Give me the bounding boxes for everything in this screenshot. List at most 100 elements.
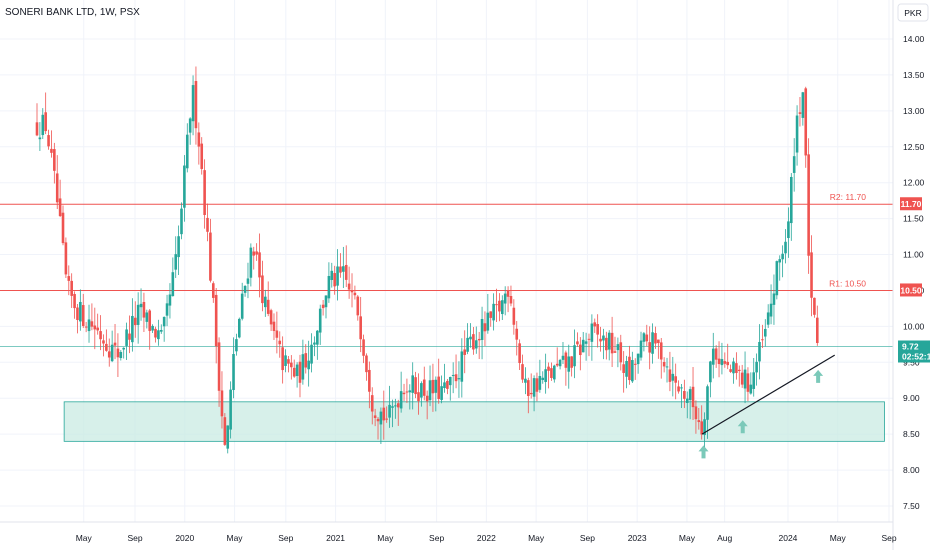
candle-body [798,112,802,114]
candle-body [38,137,42,140]
candle-body [683,390,686,399]
candle-body [599,338,602,342]
price-tick-label: 8.50 [903,429,920,439]
candle-body [47,135,50,147]
candle-body [703,419,706,436]
candle-body [269,310,273,325]
candle-body [500,300,504,315]
candle-body [220,390,224,417]
candle-body [420,383,423,398]
candle-body [558,359,562,367]
candle-body [162,316,166,327]
candle-body [385,418,388,420]
time-axis[interactable]: May Sep 2020 May Sep 2021 May Sep 2022 May Sep 2023… [76,533,897,543]
candle-body [613,351,617,353]
candle-body [191,85,195,122]
candle-body [596,324,599,335]
candle-body [84,326,88,328]
candle-body [183,165,186,208]
candle-body [73,293,76,309]
price-tick-label: 14.00 [903,34,925,44]
price-tick-label: 9.00 [903,393,920,403]
candle-body [480,319,484,340]
resistance-badge [900,283,922,297]
candle-body [324,295,328,308]
candle-body [573,345,576,367]
candle-body [133,317,137,326]
candle-body [339,266,342,273]
candle-body [287,359,290,364]
trendline[interactable] [701,354,836,435]
currency-label: PKR [904,8,921,18]
resistance-label: R1: 10.50 [829,278,866,288]
candle-body [151,325,154,331]
price-axis[interactable]: 7.508.008.509.009.5010.0010.5011.0011.50… [903,34,925,511]
time-tick-label: May [679,533,696,543]
candle-body [651,332,654,354]
candle-body [457,378,461,380]
candle-body [579,344,582,356]
candle-body [336,266,339,286]
time-tick-label: Sep [429,533,444,543]
candle-body [174,254,178,270]
candle-body [474,340,478,349]
candle-body [521,364,524,380]
candle-body [509,295,513,304]
candle-body [717,358,721,365]
candle-body [290,362,293,368]
candle-body [607,332,611,350]
candle-body [425,395,429,402]
candle-body [772,293,776,305]
candle-body [255,251,258,255]
candle-body [541,377,545,380]
candle-body [466,337,469,352]
time-tick-label: May [227,533,244,543]
candle-body [105,343,108,351]
candle-body [81,305,85,326]
candle-body [235,339,238,352]
candle-body [495,304,498,306]
candle-body [700,421,704,435]
candle-body [93,325,97,330]
candle-body [295,364,299,377]
time-tick-label: Sep [278,533,293,543]
candle-body [185,134,189,169]
candle-body [463,349,467,355]
current-price-badge: 9.72 02:52:11 [898,340,932,363]
candle-body [359,316,362,340]
up-arrow-icon [813,369,824,383]
candle-body [434,379,438,393]
candle-body [503,293,507,304]
candle-body [477,338,481,341]
candle-body [680,387,683,389]
candle-body [787,221,790,239]
candle-body [388,404,391,418]
candle-body [711,348,715,365]
candle-body [781,253,784,260]
candle-body [145,312,149,322]
resistance-labels: R2: 11.70 11.70 R1: 10.50 10.50 [829,192,922,297]
price-tick-label: 13.50 [903,70,925,80]
currency-button[interactable]: PKR [897,3,929,22]
candle-body [795,115,799,153]
bar-countdown: 02:52:11 [902,352,932,362]
candle-body [706,386,709,420]
candle-body [76,307,79,321]
time-tick-label: May [830,533,847,543]
candle-body [489,311,493,318]
candle-body [157,330,160,340]
candle-body [498,300,501,312]
candle-body [518,343,521,363]
candle-body [382,407,386,421]
candle-body [347,283,351,290]
candle-body [417,392,420,402]
candle-body [460,351,464,382]
candle-body [131,315,134,343]
candle-body [778,259,782,263]
candle-body [368,369,371,392]
candle-body [266,299,270,314]
candle-body [365,355,368,373]
time-tick-label: May [528,533,545,543]
candle-body [188,118,192,133]
